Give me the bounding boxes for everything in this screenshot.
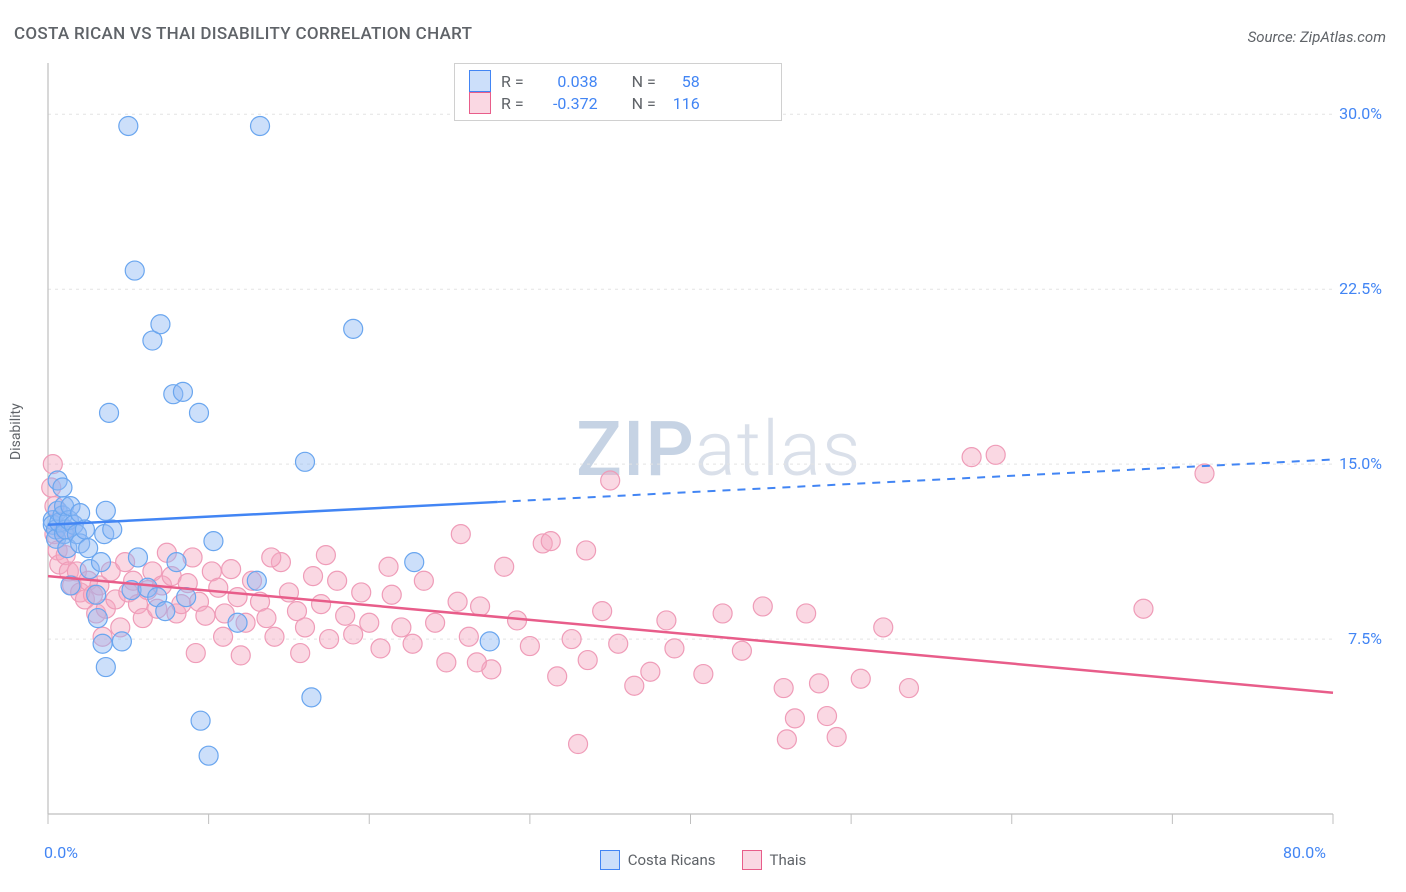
series-legend: Costa Ricans Thais bbox=[0, 850, 1406, 870]
scatter-chart bbox=[0, 0, 1406, 892]
legend-stat-row: R =-0.372N =116 bbox=[469, 92, 759, 114]
legend-swatch bbox=[469, 92, 491, 114]
x-tick-label: 0.0% bbox=[44, 843, 78, 862]
legend-series-item: Costa Ricans bbox=[600, 850, 716, 870]
legend-series-label: Costa Ricans bbox=[628, 851, 716, 869]
legend-stat-row: R =0.038N =58 bbox=[469, 70, 759, 92]
y-tick-label: 15.0% bbox=[1339, 454, 1382, 473]
legend-series-label: Thais bbox=[770, 851, 807, 869]
legend-swatch bbox=[469, 70, 491, 92]
correlation-legend: R =0.038N =58R =-0.372N =116 bbox=[454, 63, 782, 121]
y-tick-label: 7.5% bbox=[1348, 629, 1382, 648]
legend-swatch bbox=[600, 850, 620, 870]
y-tick-label: 22.5% bbox=[1339, 279, 1382, 298]
x-tick-label: 80.0% bbox=[1283, 843, 1326, 862]
legend-swatch bbox=[742, 850, 762, 870]
legend-series-item: Thais bbox=[742, 850, 807, 870]
y-tick-label: 30.0% bbox=[1339, 104, 1382, 123]
